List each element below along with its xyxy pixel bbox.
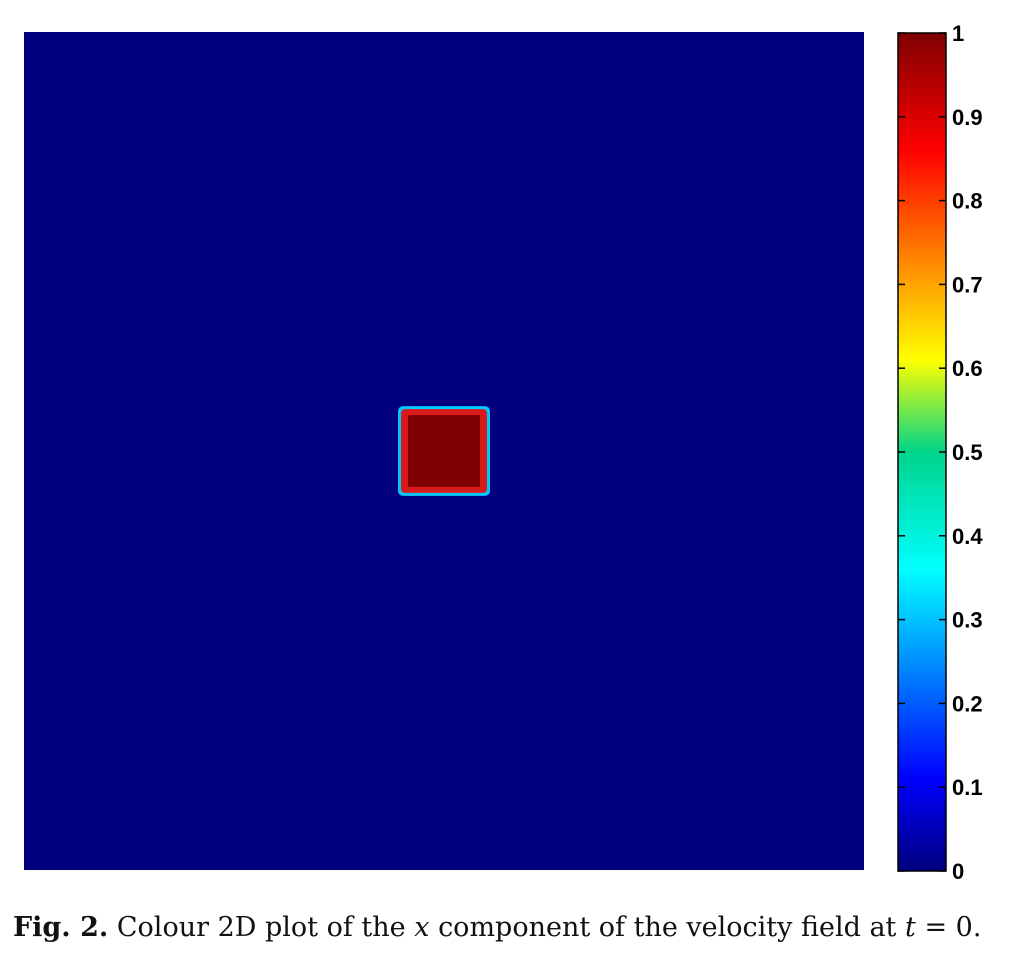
colorbar-tick-label: 0.4: [952, 524, 983, 549]
colorbar-tick-label: 0: [952, 859, 964, 884]
colorbar-gradient: [897, 32, 947, 872]
caption-var-t: t: [905, 912, 916, 943]
square-region: [408, 415, 480, 487]
colorbar-tick-label: 1: [952, 21, 964, 46]
colorbar-tick-label: 0.7: [952, 272, 983, 297]
chart: 0 0.1 0.2 0.3 0.4 0.5 0.6 0.7 0.8 0.9 1: [24, 21, 983, 884]
caption-var-x: x: [414, 912, 430, 943]
colorbar-tick-label: 0.2: [952, 691, 983, 716]
colorbar-tick-label: 0.3: [952, 608, 983, 633]
colorbar-tick-label: 0.5: [952, 440, 983, 465]
colorbar-tick-label: 0.9: [952, 105, 983, 130]
colorbar-tick-label: 0.6: [952, 356, 983, 381]
caption-text-1: Colour 2D plot of the: [116, 912, 406, 943]
caption-label: Fig. 2.: [13, 912, 109, 943]
figure-caption: Fig. 2. Colour 2D plot of the x componen…: [13, 912, 1013, 943]
colorbar-tick-label: 0.1: [952, 775, 983, 800]
caption-text-3: = 0.: [924, 912, 982, 943]
colorbar-ticks: 0 0.1 0.2 0.3 0.4 0.5 0.6 0.7 0.8 0.9 1: [898, 21, 983, 884]
colorbar-tick-label: 0.8: [952, 189, 983, 214]
colorbar: 0 0.1 0.2 0.3 0.4 0.5 0.6 0.7 0.8 0.9 1: [897, 21, 983, 884]
plot-area: [24, 32, 864, 870]
caption-text-2: component of the velocity field at: [438, 912, 897, 943]
